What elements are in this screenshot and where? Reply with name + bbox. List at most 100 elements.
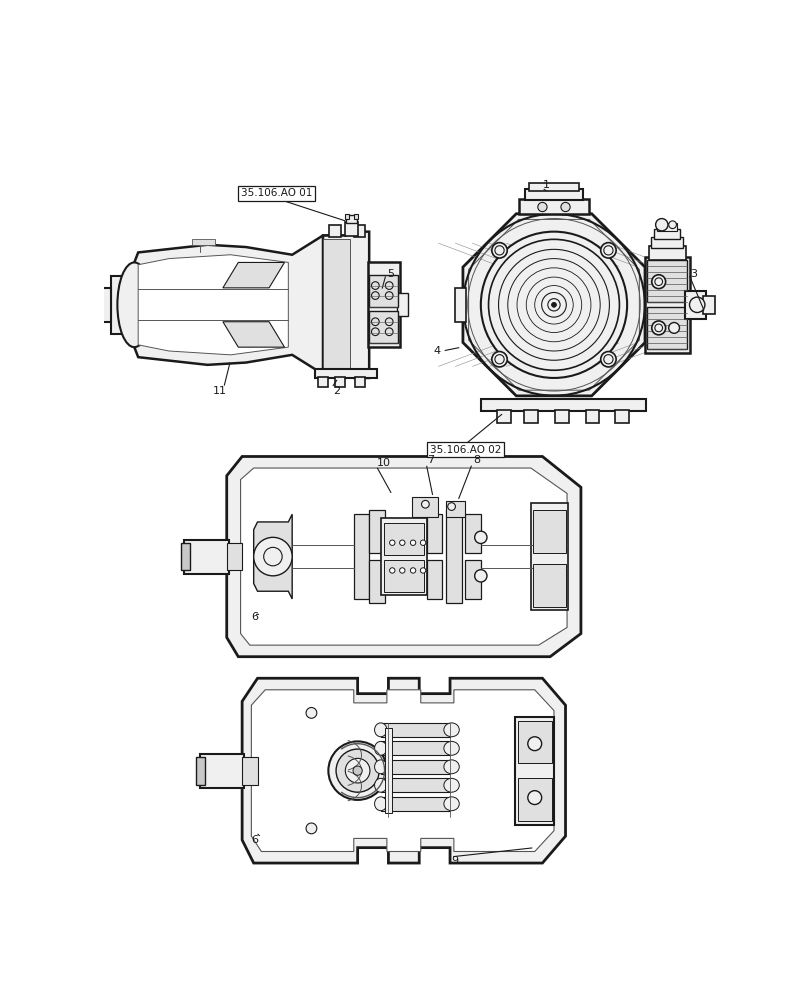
Bar [524, 189, 582, 200]
Circle shape [689, 297, 704, 312]
Bar [369, 560, 384, 603]
Bar [195, 757, 205, 785]
Bar [380, 797, 449, 811]
Polygon shape [240, 468, 566, 645]
Bar [71, 287, 81, 291]
Text: 9: 9 [451, 856, 458, 866]
Bar [192, 239, 215, 245]
Circle shape [654, 219, 667, 231]
Bar [71, 292, 81, 296]
Polygon shape [134, 235, 345, 374]
Bar [517, 778, 551, 821]
Bar [344, 214, 349, 219]
Polygon shape [222, 322, 284, 347]
Circle shape [651, 321, 665, 335]
Bar [71, 309, 81, 312]
Bar [354, 214, 358, 219]
Text: 3: 3 [689, 269, 697, 279]
Bar [242, 757, 257, 785]
Bar [702, 296, 714, 314]
Ellipse shape [444, 797, 459, 811]
Ellipse shape [374, 741, 386, 755]
Ellipse shape [444, 741, 459, 755]
Text: 11: 11 [212, 386, 226, 396]
Circle shape [399, 540, 405, 545]
Text: 5: 5 [386, 269, 393, 279]
Text: 35.106.AO 01: 35.106.AO 01 [241, 188, 312, 198]
Polygon shape [253, 514, 292, 599]
Bar [397, 293, 408, 316]
Bar [369, 510, 384, 553]
Bar [515, 717, 553, 825]
Bar [646, 307, 686, 349]
Bar [585, 410, 599, 423]
Bar [480, 399, 646, 411]
Bar [684, 291, 706, 319]
Bar [226, 543, 242, 570]
Bar [445, 501, 465, 517]
Ellipse shape [374, 760, 386, 774]
Circle shape [385, 282, 393, 289]
Bar [82, 291, 84, 319]
Bar [367, 262, 400, 347]
Circle shape [410, 568, 415, 573]
Ellipse shape [444, 778, 459, 792]
Bar [315, 369, 376, 378]
Circle shape [421, 500, 429, 508]
Ellipse shape [374, 778, 386, 792]
Circle shape [491, 243, 507, 258]
Bar [529, 183, 579, 191]
Circle shape [600, 243, 616, 258]
Bar [648, 246, 684, 260]
Text: 6: 6 [251, 612, 258, 622]
Bar [465, 560, 480, 599]
Bar [533, 510, 564, 553]
Ellipse shape [374, 797, 386, 811]
Text: 4: 4 [432, 346, 440, 356]
Circle shape [474, 570, 487, 582]
Circle shape [410, 540, 415, 545]
Bar [71, 314, 81, 318]
Bar [354, 514, 369, 599]
Circle shape [668, 221, 676, 229]
Ellipse shape [444, 723, 459, 737]
Bar [323, 239, 350, 370]
Bar [519, 199, 588, 214]
Bar [384, 728, 392, 813]
Circle shape [420, 568, 425, 573]
Circle shape [420, 540, 425, 545]
Text: 6: 6 [251, 835, 258, 845]
Bar [317, 377, 328, 387]
Circle shape [668, 323, 679, 333]
Circle shape [345, 758, 370, 783]
Circle shape [600, 352, 616, 367]
Bar [445, 510, 461, 603]
Bar [380, 723, 449, 737]
Polygon shape [323, 232, 369, 378]
Circle shape [371, 282, 379, 289]
Circle shape [253, 537, 292, 576]
Circle shape [560, 202, 569, 212]
Bar [369, 311, 398, 343]
Polygon shape [222, 262, 284, 288]
Polygon shape [462, 214, 644, 396]
Bar [334, 377, 345, 387]
Bar [644, 257, 689, 353]
Bar [71, 303, 81, 307]
Circle shape [447, 503, 455, 510]
Circle shape [353, 766, 362, 775]
Circle shape [371, 292, 379, 299]
Bar [384, 560, 423, 592]
Circle shape [385, 328, 393, 336]
Circle shape [371, 318, 379, 326]
Bar [200, 754, 244, 788]
Circle shape [389, 568, 394, 573]
Bar [650, 237, 683, 248]
Bar [654, 229, 680, 239]
Circle shape [551, 302, 556, 307]
Bar [354, 225, 365, 237]
Bar [384, 523, 423, 555]
Text: 2: 2 [333, 386, 340, 396]
Circle shape [527, 791, 541, 805]
Circle shape [527, 737, 541, 751]
